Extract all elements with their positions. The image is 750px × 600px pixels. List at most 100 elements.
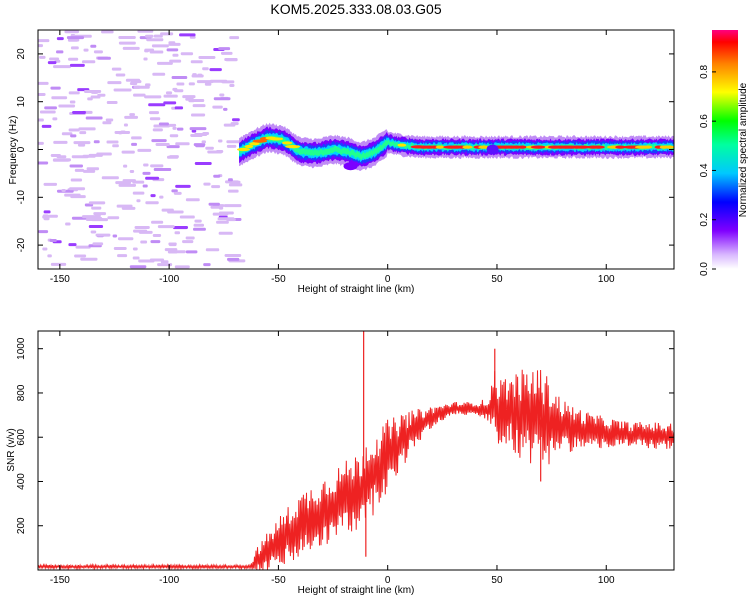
noise-blob [44,106,57,110]
spectrogram-y-label: Frequency (Hz) [8,116,19,185]
ridge-core [643,145,653,149]
noise-blob [229,36,240,40]
noise-blob [165,91,173,95]
noise-blob [203,182,211,186]
noise-blob [43,217,50,221]
ridge-dip [343,162,358,171]
noise-blob [61,188,66,192]
ridge-core [249,142,260,146]
noise-blob [230,122,239,126]
y-tick-label: 400 [16,473,27,490]
noise-blob [112,234,118,238]
noise-blob [185,250,198,254]
noise-blob [227,257,240,261]
ridge-core [462,145,473,149]
noise-blob [202,132,210,136]
noise-blob [133,85,150,89]
noise-blob [96,152,112,156]
noise-blob [163,94,178,98]
noise-blob [172,225,188,229]
noise-blob [92,242,104,246]
noise-blob [209,68,222,72]
noise-blob [68,91,80,95]
noise-blob [101,176,119,180]
colorbar-ticks: 0.0 0.2 0.4 0.6 0.8 [699,64,716,276]
noise-blob [38,141,44,145]
noise-blob [112,144,119,148]
noise-blob [120,130,126,134]
noise-blob [188,82,195,86]
noise-blob [151,44,169,48]
noise-blob [93,140,100,144]
noise-blob [129,169,135,173]
noise-blob [171,76,188,80]
noise-blob [169,134,179,138]
noise-blob [192,73,197,77]
noise-blob [38,81,49,85]
noise-blob [145,176,160,180]
noise-blob [131,142,137,146]
noise-blob [176,127,184,131]
noise-blob [174,231,181,235]
noise-blob [203,263,211,267]
snr-x-label: Height of straight line (km) [298,585,415,596]
noise-blob [193,223,204,227]
noise-blob [132,256,140,260]
ridge-core [615,145,626,149]
noise-blob [173,191,182,195]
noise-blob [133,93,146,97]
noise-blob [145,34,154,38]
noise-blob [182,240,194,244]
noise-blob [144,49,149,53]
noise-blob [218,47,231,51]
noise-blob [146,38,164,42]
noise-blob [38,161,49,165]
snr-y-axis: 200 400 600 800 1000 [16,337,674,534]
colorbar-tick-label: 0.4 [699,163,710,177]
noise-blob [94,214,101,218]
noise-blob [227,178,233,182]
x-tick-label: 100 [598,274,615,285]
noise-blob [198,55,216,59]
noise-blob [159,195,164,199]
noise-blob [180,52,194,56]
noise-blob [151,220,164,224]
noise-blob [118,183,137,187]
noise-blob [227,189,239,193]
noise-blob [221,80,235,84]
noise-blob [53,140,68,144]
noise-blob [113,246,127,250]
noise-blob [64,193,81,197]
noise-blob [70,46,79,50]
noise-blob [38,44,44,48]
noise-blob [224,253,242,257]
noise-blob [226,140,241,144]
noise-blob [38,118,44,122]
noise-blob [152,72,166,76]
ridge-core [244,144,254,149]
noise-blob [172,87,178,91]
x-tick-label: -50 [271,274,286,285]
noise-blob [122,46,140,50]
y-tick-label: -10 [16,190,27,205]
noise-blob [80,257,98,261]
noise-blob [169,155,179,159]
noise-blob [229,83,235,87]
noise-blob [69,100,76,104]
noise-blob [153,34,163,38]
noise-blob [113,88,132,92]
noise-blob [81,60,96,64]
noise-blob [169,59,182,63]
noise-blob [102,121,112,125]
x-tick-label: 50 [491,274,503,285]
noise-blob [201,140,206,144]
y-tick-label: 200 [16,517,27,534]
ridge-core [478,145,490,149]
noise-blob [185,236,195,240]
noise-blob [197,73,203,77]
noise-blob [72,110,86,114]
noise-blob [164,248,178,252]
noise-blob [56,50,64,54]
noise-blob [53,65,71,69]
